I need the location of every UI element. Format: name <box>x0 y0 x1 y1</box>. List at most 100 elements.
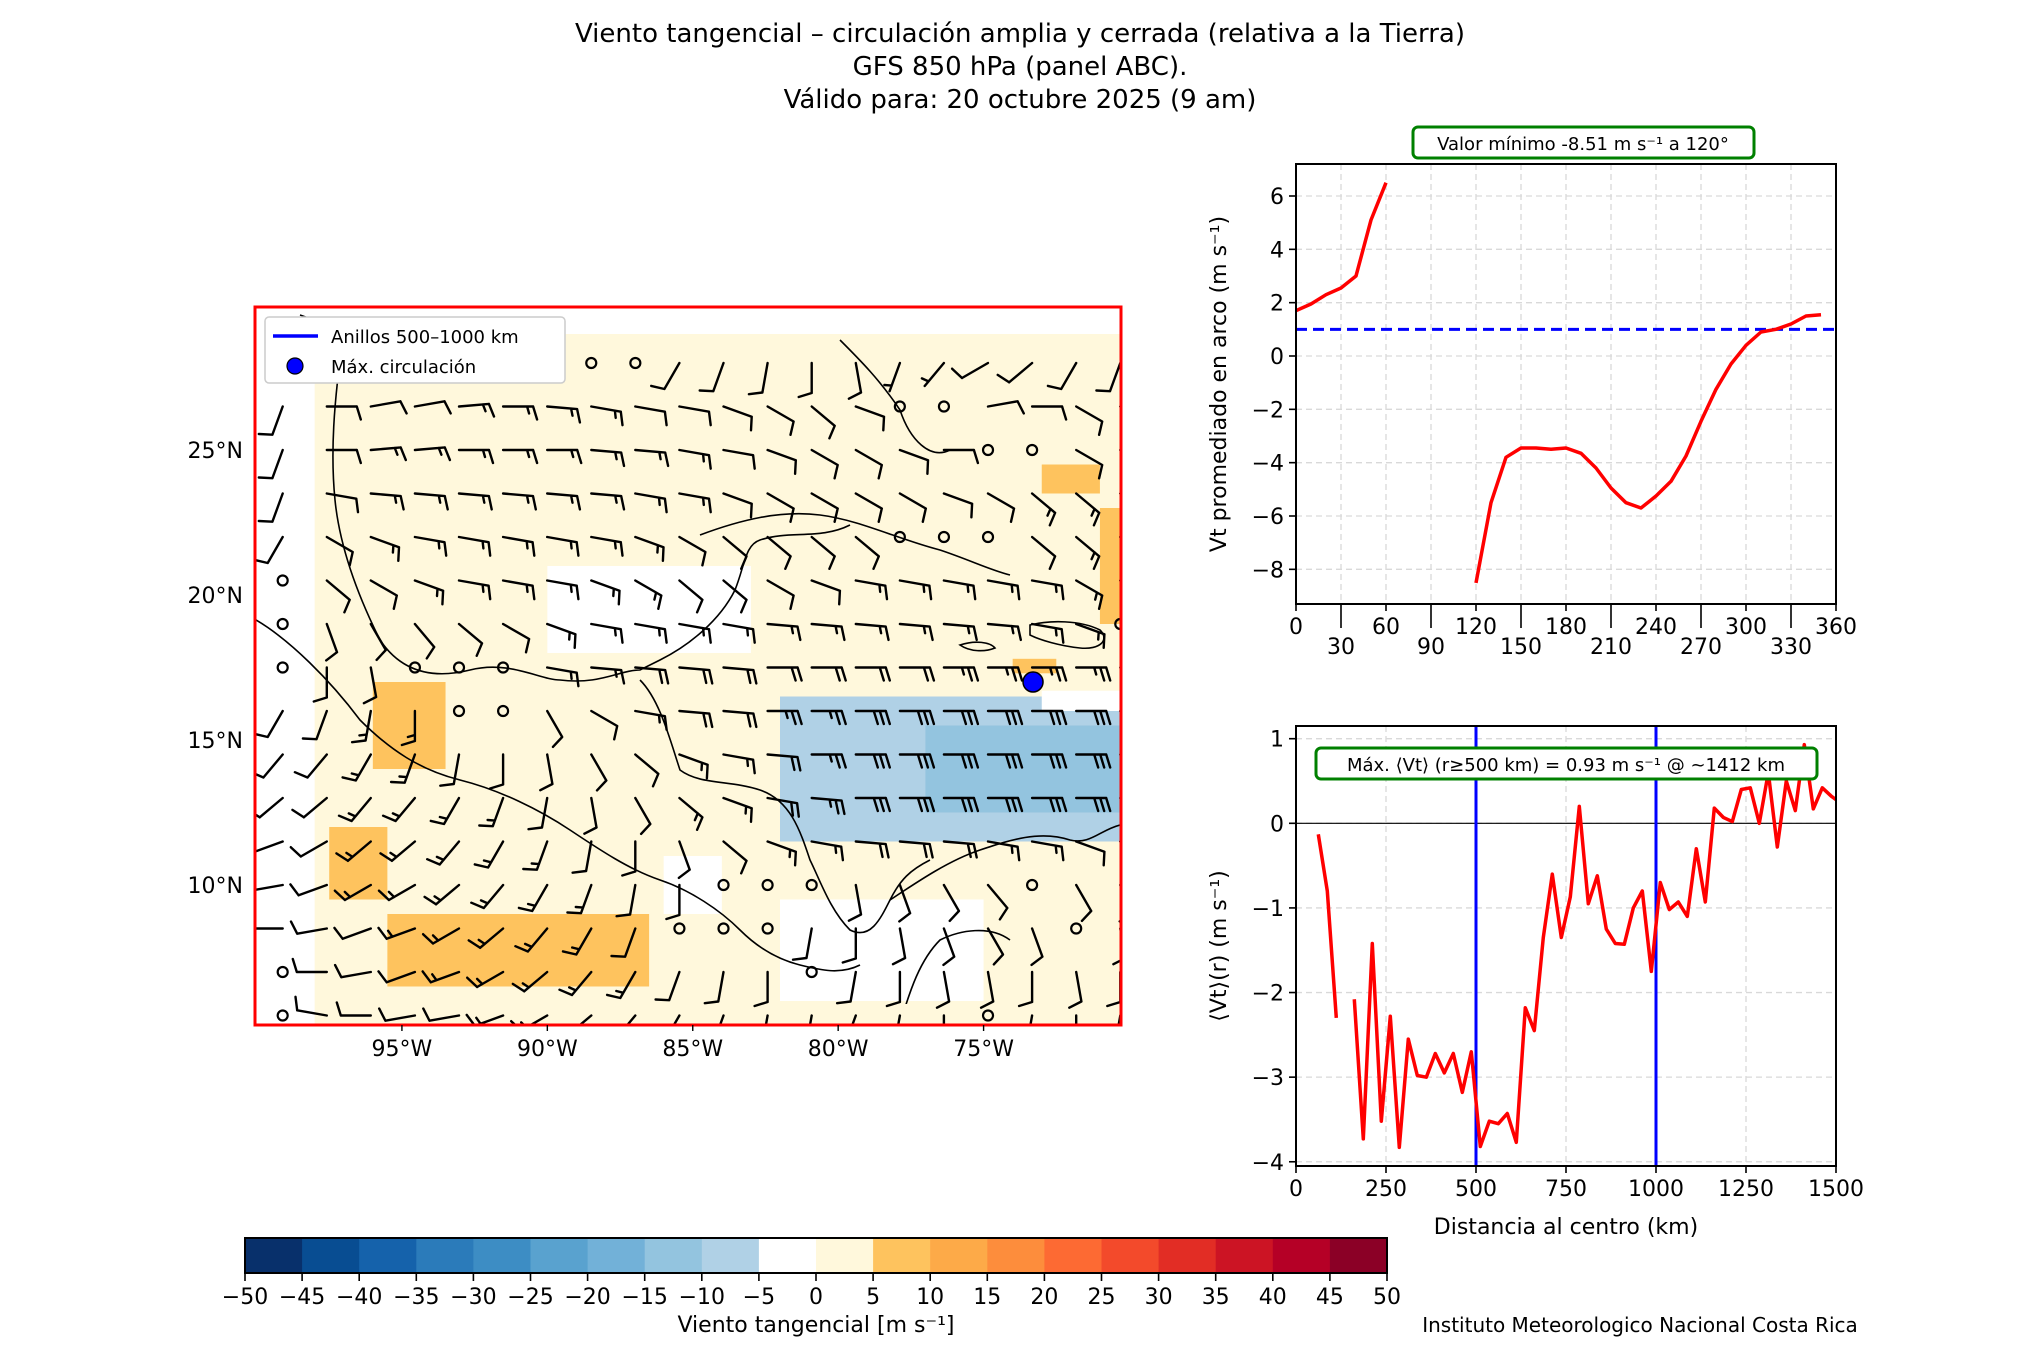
wind-barb-icon <box>766 579 795 610</box>
wind-barb-icon <box>457 402 496 418</box>
y-tick-label: −2 <box>1252 398 1284 423</box>
colorbar-tick-label: −40 <box>336 1285 382 1310</box>
y-tick-label: 0 <box>1270 812 1284 837</box>
wind-barb-icon <box>501 405 539 421</box>
wind-barb-icon <box>847 883 863 922</box>
wind-barb-icon <box>325 622 339 662</box>
wind-barb-icon <box>1030 535 1057 570</box>
wind-barb-icon <box>517 883 549 913</box>
colorbar-label: Viento tangencial [m s⁻¹] <box>677 1313 954 1338</box>
wind-barb-icon <box>256 840 284 853</box>
wind-barb-icon <box>466 970 505 989</box>
wind-barb-icon <box>369 446 407 462</box>
wind-barb-icon <box>291 796 328 819</box>
wind-barb-icon <box>678 622 712 644</box>
wind-barb-icon <box>920 361 946 388</box>
title-line-3: Válido para: 20 octubre 2025 (9 am) <box>783 85 1257 115</box>
wind-barb-icon <box>522 840 549 871</box>
calm-wind-icon <box>629 356 642 370</box>
wind-barb-icon <box>634 405 668 427</box>
wind-barb-icon <box>722 579 748 614</box>
shading-region <box>329 827 388 900</box>
radial-annotation: Máx. ⟨Vt⟩ (r≥500 km) = 0.93 m s⁻¹ @ ~141… <box>1314 746 1819 781</box>
wind-barb-icon <box>898 622 934 642</box>
wind-barb-icon <box>1046 361 1078 391</box>
x-tick-label: 210 <box>1590 635 1632 660</box>
shading-region <box>1041 690 1120 711</box>
wind-barb-icon <box>678 492 712 514</box>
colorbar-cell <box>359 1238 417 1273</box>
wind-barb-icon <box>1068 970 1083 1009</box>
wind-barb-icon <box>722 709 758 729</box>
colorbar-tick-label: 15 <box>973 1285 1001 1310</box>
wind-barb-icon <box>764 1014 769 1024</box>
wind-barb-icon <box>473 840 505 869</box>
wind-barb-icon <box>389 753 417 784</box>
x-tick-label: 250 <box>1365 1177 1407 1202</box>
wind-barb-icon <box>654 970 681 1002</box>
wind-barb-icon <box>942 883 961 923</box>
wind-barb-icon <box>854 492 883 523</box>
wind-barb-icon <box>766 666 803 682</box>
calm-wind-icon <box>452 704 466 718</box>
x-tick-label: 1000 <box>1628 1177 1684 1202</box>
wind-barb-icon <box>942 753 980 769</box>
wind-barb-icon <box>898 492 927 523</box>
y-tick-label: −2 <box>1252 982 1284 1007</box>
wind-barb-icon <box>546 492 582 511</box>
wind-barb-icon <box>854 535 880 570</box>
map-x-tick-label: 95°W <box>372 1037 433 1062</box>
wind-barb-icon <box>1075 840 1106 867</box>
wind-barb-icon <box>854 753 891 769</box>
wind-barb-icon <box>1017 970 1034 1008</box>
map-frame <box>253 305 1123 1027</box>
calm-wind-icon <box>276 617 289 631</box>
map-shading <box>256 319 1120 1024</box>
calm-wind-icon <box>276 1009 289 1022</box>
wind-barb-icon <box>488 753 505 790</box>
wind-barb-icon <box>561 927 593 956</box>
wind-barb-icon <box>942 1014 946 1024</box>
wind-barb-icon <box>885 970 902 1008</box>
wind-barb-icon <box>457 492 493 511</box>
wind-barb-icon <box>510 1014 549 1024</box>
legend-ring-label: Anillos 500–1000 km <box>331 327 519 348</box>
wind-barb-icon <box>369 400 408 415</box>
wind-barb-icon <box>590 753 608 792</box>
x-tick-label: 750 <box>1545 1177 1587 1202</box>
colorbar-cell <box>1215 1238 1274 1273</box>
wind-barb-icon <box>1075 448 1104 480</box>
wind-barb-icon <box>377 926 417 940</box>
wind-barb-icon <box>942 666 980 682</box>
wind-barb-icon <box>1075 622 1106 649</box>
wind-barb-icon <box>703 970 725 1005</box>
radial-x-axis-label: Distancia al centro (km) <box>1434 1215 1698 1240</box>
wind-barb-icon <box>590 709 619 741</box>
wind-barb-icon <box>333 926 372 940</box>
calm-wind-icon <box>893 530 906 544</box>
wind-barb-icon <box>429 796 461 826</box>
y-tick-label: −8 <box>1252 558 1284 583</box>
x-tick-label: 360 <box>1815 615 1857 640</box>
wind-barb-icon <box>810 796 846 816</box>
wind-barb-icon <box>634 796 652 836</box>
wind-barb-icon <box>678 796 704 831</box>
calm-wind-icon <box>981 530 995 544</box>
colorbar-tick-label: 30 <box>1145 1285 1173 1310</box>
x-tick-label: 500 <box>1455 1177 1497 1202</box>
colorbar-cell <box>1272 1238 1331 1273</box>
wind-barb-icon <box>1075 1014 1078 1024</box>
wind-barb-icon <box>1119 448 1120 452</box>
legend-dot-icon <box>286 357 304 375</box>
wind-barb-icon <box>810 405 836 440</box>
wind-barb-icon <box>590 405 624 427</box>
wind-barb-icon <box>369 492 405 511</box>
coastline-jamaica <box>958 641 997 652</box>
wind-barb-icon <box>1119 666 1120 669</box>
wind-barb-icon <box>766 753 802 772</box>
y-tick-label: −6 <box>1252 505 1284 530</box>
colorbar-tick-label: −45 <box>279 1285 325 1310</box>
wind-barb-icon <box>1095 361 1120 393</box>
calm-wind-icon <box>1026 878 1039 892</box>
calm-wind-icon <box>981 443 995 457</box>
